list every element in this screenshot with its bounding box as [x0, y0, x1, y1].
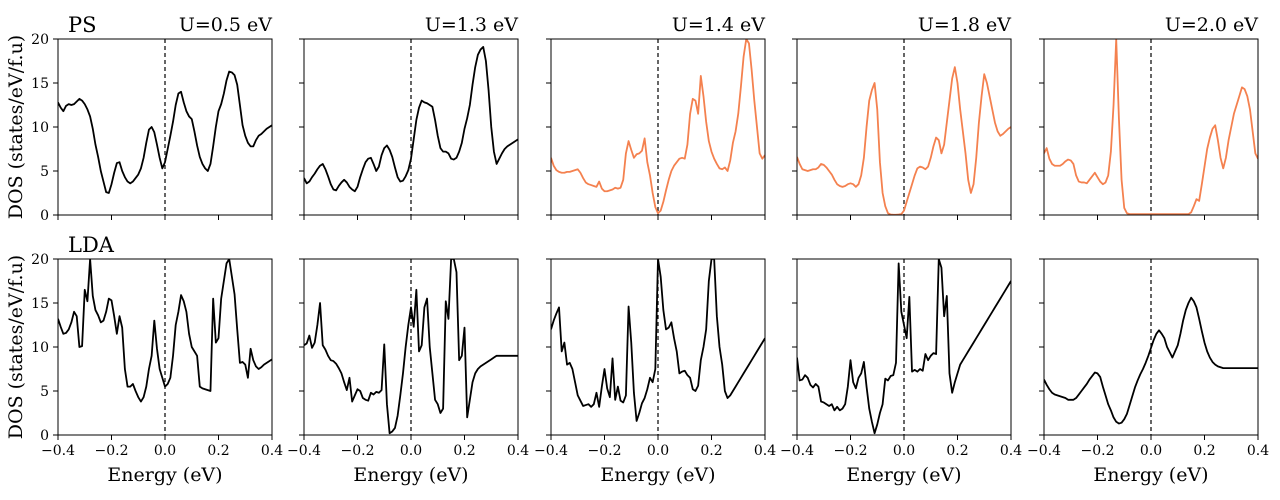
panel-title: U=1.8 eV: [918, 14, 1011, 36]
x-tick-label: 0.2: [453, 443, 475, 459]
panel-lda-2: −0.4 −0.2 0.0 0.2 0.4 Energy (eV): [287, 258, 529, 486]
dos-series-line: [1044, 39, 1258, 215]
x-axis-label: Energy (eV): [353, 464, 468, 486]
x-axis-label: Energy (eV): [846, 464, 961, 486]
panel-lda-3: −0.4 −0.2 0.0 0.2 0.4 Energy (eV): [534, 258, 776, 486]
y-tick-label: 20: [31, 252, 49, 268]
x-tick-label: 0.4: [261, 443, 283, 459]
x-tick-label: −0.4: [534, 443, 568, 459]
panel-title: U=1.3 eV: [425, 14, 518, 36]
x-tick-label: −0.2: [95, 443, 129, 459]
x-tick-label: 0.0: [400, 443, 422, 459]
x-tick-label: −0.2: [588, 443, 622, 459]
panel-lda-5: −0.4 −0.2 0.0 0.2 0.4 Energy (eV): [1027, 258, 1269, 486]
y-tick-label: 5: [40, 384, 49, 400]
dos-series-line: [58, 259, 272, 403]
x-tick-label: 0.4: [507, 443, 529, 459]
panel-ps-3: U=1.4 eV: [546, 14, 766, 220]
x-tick-label: −0.2: [341, 443, 375, 459]
row-label-lda: LDA: [68, 233, 115, 257]
x-tick-label: 0.2: [207, 443, 229, 459]
dos-series-line: [58, 70, 272, 194]
x-tick-label: 0.0: [893, 443, 915, 459]
y-tick-label: 0: [40, 428, 49, 444]
dos-series-line: [797, 66, 1011, 215]
x-tick-label: 0.2: [946, 443, 968, 459]
panel-ps-4: U=1.8 eV: [792, 14, 1012, 220]
x-tick-label: −0.4: [41, 443, 75, 459]
y-tick-label: 10: [31, 340, 49, 356]
x-axis-label: Energy (eV): [107, 464, 222, 486]
x-axis-label: Energy (eV): [600, 464, 715, 486]
panel-ps-5: U=2.0 eV: [1039, 14, 1259, 220]
x-tick-label: 0.4: [1247, 443, 1269, 459]
dos-series-line: [304, 46, 518, 193]
panel-lda-4: −0.4 −0.2 0.0 0.2 0.4 Energy (eV): [780, 258, 1022, 486]
x-tick-label: 0.4: [1000, 443, 1022, 459]
y-tick-label: 0: [40, 208, 49, 224]
y-axis-label: DOS (states/eV/f.u): [5, 255, 27, 439]
x-tick-label: −0.2: [1081, 443, 1115, 459]
x-tick-label: 0.4: [754, 443, 776, 459]
panel-title: U=1.4 eV: [672, 14, 765, 36]
y-axis-label: DOS (states/eV/f.u): [5, 35, 27, 219]
dos-series-line: [551, 259, 765, 422]
y-tick-label: 5: [40, 164, 49, 180]
x-tick-label: 0.2: [700, 443, 722, 459]
x-tick-label: 0.0: [647, 443, 669, 459]
y-tick-label: 15: [31, 76, 49, 92]
x-tick-label: −0.2: [834, 443, 868, 459]
y-tick-label: 20: [31, 32, 49, 48]
x-tick-label: 0.0: [154, 443, 176, 459]
dos-series-line: [304, 259, 518, 435]
x-tick-label: 0.2: [1193, 443, 1215, 459]
panel-title: U=0.5 eV: [179, 14, 272, 36]
panel-ps-1: 0 5 10 15 20 U=0.5 eV: [31, 14, 273, 224]
panel-lda-1: −0.4 −0.2 0.0 0.2 0.4 0 5 10 15 20 Energy (eV): [31, 252, 283, 486]
x-axis-label: Energy (eV): [1093, 464, 1208, 486]
x-tick-label: −0.4: [780, 443, 814, 459]
row-label-ps: PS: [68, 13, 97, 37]
x-tick-label: 0.0: [1140, 443, 1162, 459]
y-tick-label: 15: [31, 296, 49, 312]
panel-ps-2: U=1.3 eV: [299, 14, 519, 220]
dos-series-line: [797, 259, 1011, 435]
y-tick-label: 10: [31, 120, 49, 136]
dos-series-line: [1044, 296, 1258, 425]
dos-series-line: [551, 39, 765, 215]
panel-title: U=2.0 eV: [1165, 14, 1258, 36]
x-tick-label: −0.4: [1027, 443, 1061, 459]
x-tick-label: −0.4: [287, 443, 321, 459]
